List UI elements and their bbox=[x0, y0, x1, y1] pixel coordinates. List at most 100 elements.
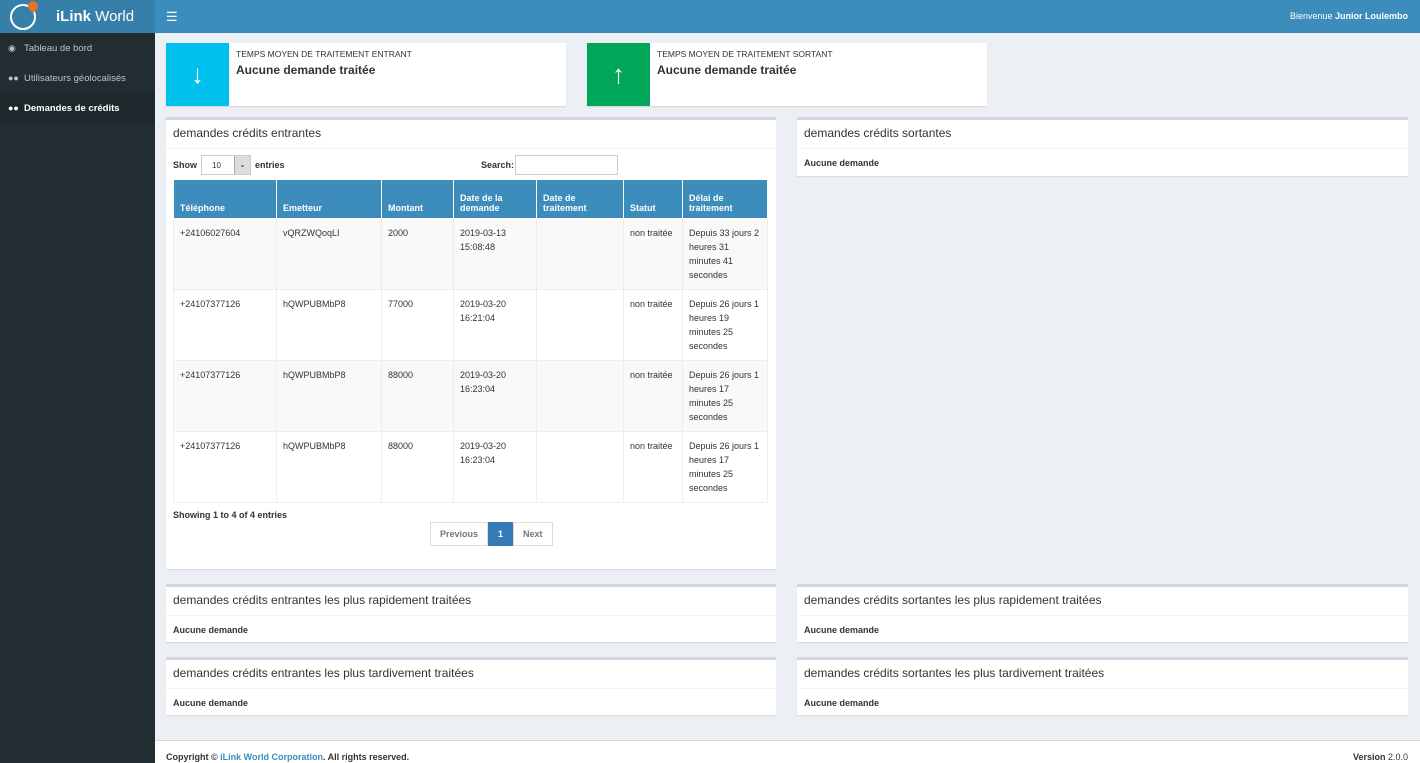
table-cell: +24107377126 bbox=[173, 431, 277, 503]
table-cell: non traitée bbox=[623, 360, 683, 432]
sidebar-item-credit-requests[interactable]: ●● Demandes de crédits bbox=[0, 93, 155, 123]
menu-toggle-icon[interactable]: ☰ bbox=[166, 9, 178, 24]
table-cell: 2019-03-20 16:21:04 bbox=[453, 289, 537, 361]
empty-message: Aucune demande bbox=[804, 158, 880, 168]
table-cell: Depuis 26 jours 1 heures 17 minutes 25 s… bbox=[682, 360, 768, 432]
fastest-outgoing-box: demandes crédits sortantes les plus rapi… bbox=[797, 584, 1408, 642]
user-name: Junior Loulembo bbox=[1335, 11, 1408, 21]
table-cell: 2019-03-20 16:23:04 bbox=[453, 360, 537, 432]
rights-text: . All rights reserved. bbox=[322, 752, 410, 762]
version: Version 2.0.0 bbox=[1353, 752, 1408, 762]
fastest-incoming-box: demandes crédits entrantes les plus rapi… bbox=[166, 584, 776, 642]
info-box-incoming: ↓ TEMPS MOYEN DE TRAITEMENT ENTRANT Aucu… bbox=[166, 43, 566, 106]
chevron-down-icon: ⌄ bbox=[234, 156, 250, 174]
globe-logo-icon bbox=[10, 0, 41, 30]
version-number: 2.0.0 bbox=[1387, 752, 1408, 762]
table-cell bbox=[536, 289, 624, 361]
column-header[interactable]: Emetteur bbox=[276, 179, 382, 219]
table-cell bbox=[536, 360, 624, 432]
page-1-button[interactable]: 1 bbox=[488, 522, 514, 546]
entries-length-control: Show 10 ⌄ entries bbox=[173, 155, 285, 175]
arrow-down-icon: ↓ bbox=[166, 43, 229, 106]
table-cell: hQWPUBMbP8 bbox=[276, 360, 382, 432]
table-row: +24106027604 vQRZWQoqLI 2000 2019-03-13 15:… bbox=[173, 218, 768, 290]
table-cell: 88000 bbox=[381, 431, 454, 503]
column-header[interactable]: Téléphone bbox=[173, 179, 277, 219]
table-cell: non traitée bbox=[623, 218, 683, 290]
empty-message: Aucune demande bbox=[804, 698, 880, 708]
welcome-text: Bienvenue bbox=[1289, 11, 1335, 21]
version-label: Version bbox=[1352, 752, 1386, 762]
next-button[interactable]: Next bbox=[513, 522, 553, 546]
table-cell: hQWPUBMbP8 bbox=[276, 289, 382, 361]
sidebar-item-label: Tableau de bord bbox=[24, 42, 93, 54]
sidebar-item-label: Utilisateurs géolocalisés bbox=[24, 72, 126, 84]
search-input[interactable] bbox=[515, 155, 619, 175]
table-cell: non traitée bbox=[623, 431, 683, 503]
column-header[interactable]: Montant bbox=[381, 179, 454, 219]
table-cell: hQWPUBMbP8 bbox=[276, 431, 382, 503]
empty-message: Aucune demande bbox=[804, 625, 880, 635]
brand-bold: iLink bbox=[56, 8, 92, 25]
table-info: Showing 1 to 4 of 4 entries bbox=[173, 510, 288, 520]
show-label: Show bbox=[173, 160, 197, 170]
welcome-user[interactable]: Bienvenue Junior Loulembo bbox=[1290, 11, 1408, 21]
table-cell: 2000 bbox=[381, 218, 454, 290]
column-header[interactable]: Délai de traitement bbox=[682, 179, 768, 219]
column-header[interactable]: Statut bbox=[623, 179, 683, 219]
table-cell: Depuis 26 jours 1 heures 19 minutes 25 s… bbox=[682, 289, 768, 361]
outgoing-requests-box: demandes crédits sortantes Aucune demand… bbox=[797, 117, 1408, 176]
table-cell: +24107377126 bbox=[173, 360, 277, 432]
sidebar-item-geo-users[interactable]: ●● Utilisateurs géolocalisés bbox=[0, 63, 155, 93]
sidebar-item-dashboard[interactable]: ◉ Tableau de bord bbox=[0, 33, 155, 63]
box-title: demandes crédits sortantes les plus rapi… bbox=[797, 587, 1408, 616]
box-title: demandes crédits sortantes les plus tard… bbox=[797, 660, 1408, 689]
sidebar: ◉ Tableau de bord ●● Utilisateurs géolocal… bbox=[0, 33, 155, 763]
empty-message: Aucune demande bbox=[173, 698, 249, 708]
table-cell bbox=[536, 431, 624, 503]
dashboard-icon: ◉ bbox=[8, 42, 16, 53]
incoming-requests-box: demandes crédits entrantes Show 10 ⌄ entr… bbox=[166, 117, 776, 569]
table-cell: 2019-03-13 15:08:48 bbox=[453, 218, 537, 290]
slowest-outgoing-box: demandes crédits sortantes les plus tard… bbox=[797, 657, 1408, 715]
table-cell: 77000 bbox=[381, 289, 454, 361]
slowest-incoming-box: demandes crédits entrantes les plus tard… bbox=[166, 657, 776, 715]
column-header[interactable]: Date de traitement bbox=[536, 179, 624, 219]
logo[interactable]: iLink World bbox=[0, 0, 155, 33]
info-box-title: TEMPS MOYEN DE TRAITEMENT SORTANT bbox=[657, 49, 833, 59]
box-title: demandes crédits entrantes bbox=[166, 120, 776, 149]
info-box-value: Aucune demande traitée bbox=[657, 63, 797, 77]
previous-button[interactable]: Previous bbox=[430, 522, 489, 546]
box-title: demandes crédits entrantes les plus rapi… bbox=[166, 587, 776, 616]
table-cell: non traitée bbox=[623, 289, 683, 361]
users-icon: ●● bbox=[8, 73, 19, 83]
table-row: +24107377126 hQWPUBMbP8 77000 2019-03-20 16… bbox=[173, 289, 768, 361]
top-navbar: ☰ Bienvenue Junior Loulembo bbox=[155, 0, 1420, 33]
table-cell: Depuis 26 jours 1 heures 17 minutes 25 s… bbox=[682, 431, 768, 503]
info-box-value: Aucune demande traitée bbox=[236, 63, 376, 77]
copyright-text: Copyright © bbox=[166, 752, 221, 762]
info-box-title: TEMPS MOYEN DE TRAITEMENT ENTRANT bbox=[236, 49, 412, 59]
table-cell: 2019-03-20 16:23:04 bbox=[453, 431, 537, 503]
entries-label: entries bbox=[255, 160, 285, 170]
brand-rest: World bbox=[91, 8, 135, 25]
pagination: Previous 1 Next bbox=[430, 522, 553, 546]
users-icon: ●● bbox=[8, 103, 19, 113]
incoming-table: Téléphone Emetteur Montant Date de la deman… bbox=[173, 179, 768, 503]
table-cell: +24107377126 bbox=[173, 289, 277, 361]
box-title: demandes crédits sortantes bbox=[797, 120, 1408, 149]
table-cell bbox=[536, 218, 624, 290]
search-label: Search: bbox=[481, 160, 515, 170]
arrow-up-icon: ↑ bbox=[587, 43, 650, 106]
sidebar-item-label: Demandes de crédits bbox=[24, 102, 120, 114]
company-link[interactable]: iLink World Corporation bbox=[220, 752, 323, 762]
entries-select[interactable]: 10 ⌄ bbox=[201, 155, 251, 175]
column-header[interactable]: Date de la demande bbox=[453, 179, 537, 219]
empty-message: Aucune demande bbox=[173, 625, 249, 635]
info-box-outgoing: ↑ TEMPS MOYEN DE TRAITEMENT SORTANT Aucu… bbox=[587, 43, 987, 106]
search-control: Search: bbox=[481, 155, 619, 175]
table-cell: vQRZWQoqLI bbox=[276, 218, 382, 290]
footer: Copyright © iLink World Corporation. All… bbox=[155, 740, 1420, 763]
table-row: +24107377126 hQWPUBMbP8 88000 2019-03-20 16… bbox=[173, 431, 768, 503]
box-title: demandes crédits entrantes les plus tard… bbox=[166, 660, 776, 689]
